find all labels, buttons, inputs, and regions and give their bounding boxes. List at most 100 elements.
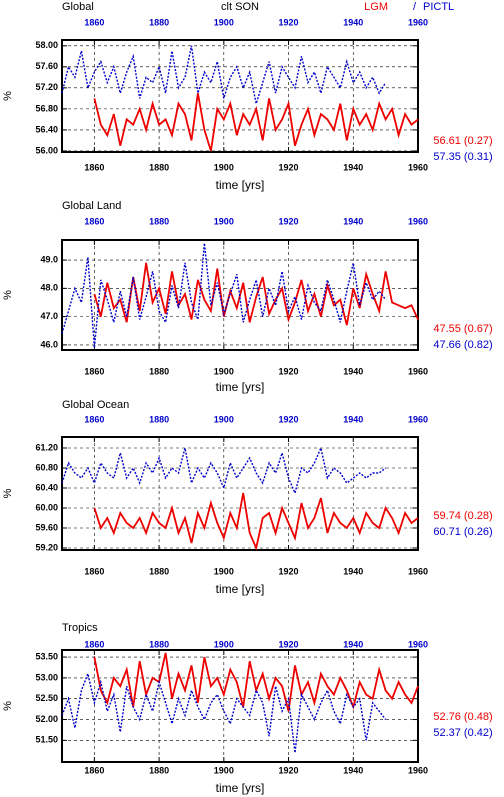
series-line [61, 445, 387, 496]
plot-frame [61, 436, 419, 551]
x-axis-label: time [yrs] [216, 582, 265, 596]
y-tick-label: 61.20 [35, 442, 58, 452]
x2-tick-label: 1920 [279, 17, 299, 27]
x-tick-label: 1900 [214, 162, 234, 172]
x-tick-label: 1920 [279, 162, 299, 172]
x2-tick-label: 1900 [214, 414, 234, 424]
y-tick-label: 60.80 [35, 462, 58, 472]
y-tick-label: 57.20 [35, 82, 58, 92]
y-tick-label: 53.50 [35, 651, 58, 661]
x-tick-label: 1900 [214, 566, 234, 576]
series-line [93, 492, 419, 551]
x2-tick-label: 1940 [343, 639, 363, 649]
series-line [61, 243, 387, 348]
legend-entry: PICTL [423, 1, 454, 13]
series-line [93, 652, 419, 712]
panel-title: Global Land [62, 200, 121, 212]
series-line [93, 92, 419, 152]
y-tick-label: 60.00 [35, 502, 58, 512]
x2-tick-label: 1880 [149, 639, 169, 649]
x-tick-label: 1960 [408, 765, 428, 775]
plot-frame [61, 39, 419, 153]
y-tick-label: 53.00 [35, 672, 58, 682]
y-axis-label: % [2, 701, 14, 711]
y-axis-label: % [2, 290, 14, 300]
x-tick-label: 1960 [408, 162, 428, 172]
x2-tick-label: 1900 [214, 17, 234, 27]
x2-tick-label: 1860 [84, 414, 104, 424]
x2-tick-label: 1960 [408, 414, 428, 424]
y-tick-label: 56.00 [35, 145, 58, 155]
x-axis-label: time [yrs] [216, 178, 265, 192]
x2-tick-label: 1940 [343, 414, 363, 424]
y-tick-label: 56.40 [35, 124, 58, 134]
plot-frame [61, 649, 419, 763]
x-tick-label: 1880 [149, 765, 169, 775]
legend-separator: / [413, 1, 417, 13]
x2-tick-label: 1880 [149, 17, 169, 27]
summary-label: 56.61 (0.27) [433, 135, 492, 147]
x2-tick-label: 1880 [149, 414, 169, 424]
y-tick-label: 60.40 [35, 482, 58, 492]
y-tick-label: 59.60 [35, 522, 58, 532]
panel-title: Global [62, 1, 94, 13]
y-tick-label: 46.0 [40, 339, 58, 349]
series-line [93, 262, 419, 326]
x-tick-label: 1960 [408, 566, 428, 576]
x-axis-label: time [yrs] [216, 781, 265, 795]
summary-label: 59.74 (0.28) [433, 510, 492, 522]
y-tick-label: 52.50 [35, 693, 58, 703]
x-tick-label: 1940 [343, 366, 363, 376]
x-tick-label: 1880 [149, 366, 169, 376]
series-line [61, 45, 387, 104]
y-tick-label: 52.00 [35, 714, 58, 724]
x-tick-label: 1860 [84, 765, 104, 775]
x2-tick-label: 1860 [84, 216, 104, 226]
y-tick-label: 47.0 [40, 311, 58, 321]
x-tick-label: 1960 [408, 366, 428, 376]
summary-label: 47.66 (0.82) [433, 339, 492, 351]
legend-entry: LGM [364, 1, 388, 13]
x-tick-label: 1940 [343, 162, 363, 172]
x2-tick-label: 1940 [343, 216, 363, 226]
y-tick-label: 57.60 [35, 61, 58, 71]
panel-title: Global Ocean [62, 399, 129, 411]
x-tick-label: 1920 [279, 366, 299, 376]
y-tick-label: 59.20 [35, 542, 58, 552]
x-tick-label: 1860 [84, 566, 104, 576]
summary-label: 57.35 (0.31) [433, 151, 492, 163]
x-tick-label: 1880 [149, 162, 169, 172]
y-tick-label: 56.80 [35, 103, 58, 113]
summary-label: 52.76 (0.48) [433, 711, 492, 723]
x-tick-label: 1920 [279, 566, 299, 576]
y-axis-label: % [2, 91, 14, 101]
x2-tick-label: 1960 [408, 639, 428, 649]
x2-tick-label: 1860 [84, 17, 104, 27]
summary-label: 47.55 (0.67) [433, 323, 492, 335]
y-tick-label: 58.00 [35, 40, 58, 50]
panel-title: Tropics [62, 622, 98, 634]
x-tick-label: 1880 [149, 566, 169, 576]
x-tick-label: 1900 [214, 765, 234, 775]
x-tick-label: 1920 [279, 765, 299, 775]
x-tick-label: 1860 [84, 162, 104, 172]
x2-tick-label: 1900 [214, 639, 234, 649]
x-tick-label: 1900 [214, 366, 234, 376]
x2-tick-label: 1900 [214, 216, 234, 226]
x2-tick-label: 1920 [279, 639, 299, 649]
x-axis-label: time [yrs] [216, 380, 265, 394]
y-tick-label: 51.50 [35, 735, 58, 745]
x2-tick-label: 1860 [84, 639, 104, 649]
x2-tick-label: 1880 [149, 216, 169, 226]
x2-tick-label: 1940 [343, 17, 363, 27]
summary-label: 52.37 (0.42) [433, 727, 492, 739]
plot-frame [61, 239, 419, 351]
x2-tick-label: 1960 [408, 216, 428, 226]
x-tick-label: 1940 [343, 765, 363, 775]
x2-tick-label: 1920 [279, 216, 299, 226]
y-axis-label: % [2, 488, 14, 498]
x-tick-label: 1860 [84, 366, 104, 376]
y-tick-label: 48.0 [40, 283, 58, 293]
summary-label: 60.71 (0.26) [433, 526, 492, 538]
